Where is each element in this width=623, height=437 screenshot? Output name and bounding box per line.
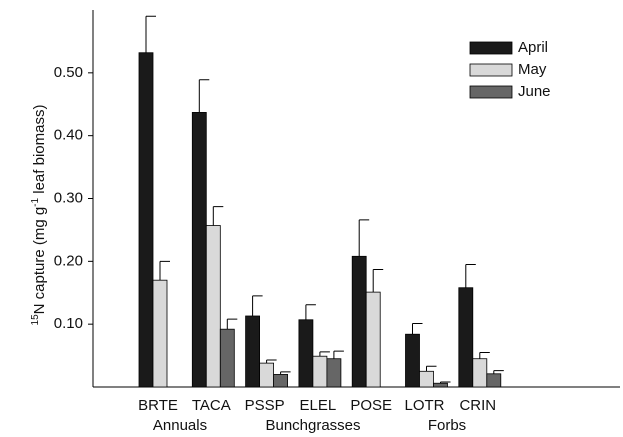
error-bar (358, 219, 370, 257)
legend-swatch (469, 63, 513, 77)
legend-swatch (469, 41, 513, 55)
bar (486, 373, 502, 388)
error-bar (305, 304, 316, 320)
legend-swatch (469, 85, 513, 99)
bar (365, 291, 381, 388)
error-bar (426, 365, 437, 372)
y-tick-label: 0.10 (54, 315, 83, 332)
bar (472, 358, 488, 388)
y-title-text: N capture (mg g (31, 207, 48, 315)
error-bar (412, 323, 423, 335)
group-label: Bunchgrasses (265, 417, 360, 434)
y-title-text: leaf biomass) (31, 105, 48, 198)
bar (326, 358, 342, 388)
legend-label: April (518, 39, 548, 56)
error-bar (493, 370, 504, 374)
error-bar (226, 318, 238, 330)
bar (205, 225, 221, 388)
error-bar (198, 79, 210, 113)
y-tick-label: 0.30 (54, 189, 83, 206)
x-tick-label: LOTR (404, 397, 444, 414)
y-tick-label: 0.50 (54, 64, 83, 81)
y-axis-title: 15N capture (mg g-1 leaf biomass) (30, 105, 48, 326)
error-bar (372, 269, 384, 293)
bar (351, 255, 367, 388)
error-bar (333, 350, 344, 359)
x-tick-label: CRIN (459, 397, 496, 414)
error-bar (266, 359, 277, 364)
x-tick-label: BRTE (138, 397, 178, 414)
y-title-sup: -1 (30, 197, 41, 206)
bar (138, 52, 154, 388)
bar (312, 355, 328, 388)
bar (273, 374, 289, 388)
error-bar (465, 263, 476, 288)
bar (433, 382, 448, 388)
error-bar (479, 351, 490, 359)
y-tick-label: 0.20 (54, 252, 83, 269)
bar (152, 279, 168, 388)
error-bar (440, 381, 451, 384)
bar (219, 328, 235, 388)
x-tick-label: POSE (350, 397, 392, 414)
error-bar (252, 295, 263, 316)
y-tick-label: 0.40 (54, 127, 83, 144)
legend-label: June (518, 83, 551, 100)
bar (458, 287, 474, 388)
x-tick-label: PSSP (245, 397, 285, 414)
error-bar (280, 371, 291, 375)
y-title-sup: 15 (30, 314, 41, 326)
bar (298, 319, 314, 388)
bar (419, 370, 434, 388)
group-label: Forbs (428, 417, 466, 434)
x-tick-label: ELEL (300, 397, 337, 414)
error-bar (159, 260, 170, 281)
x-tick-label: TACA (192, 397, 231, 414)
bar (191, 112, 207, 388)
bar (245, 315, 261, 388)
bar (405, 333, 420, 388)
error-bar (212, 206, 224, 226)
error-bar (319, 351, 330, 357)
error-bar (145, 15, 156, 53)
bar (259, 362, 275, 388)
legend-label: May (518, 61, 547, 78)
group-label: Annuals (153, 417, 207, 434)
